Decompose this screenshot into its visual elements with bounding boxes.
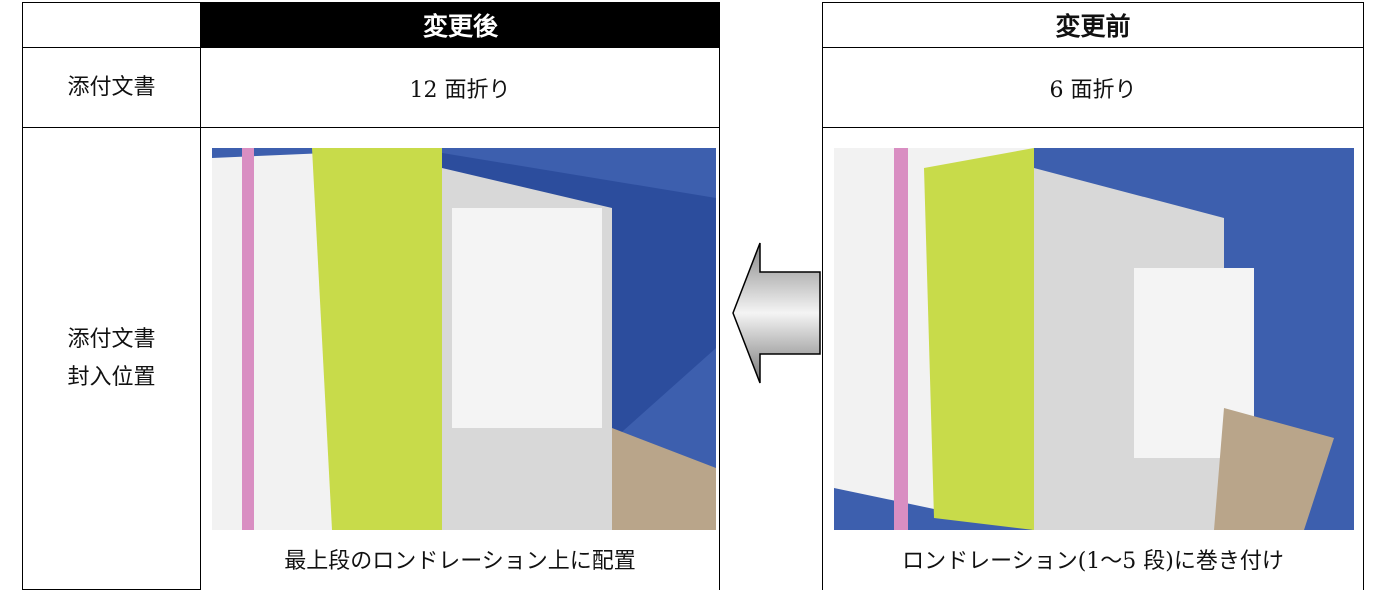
cell-after — [200, 128, 720, 590]
cell-after: 12 面折り — [200, 48, 720, 128]
column-border — [822, 2, 1364, 590]
photo-before — [834, 148, 1354, 530]
photo-after — [212, 148, 716, 530]
label-line: 添付文書 — [67, 74, 156, 100]
caption-after: 最上段のロンドレーション上に配置 — [284, 549, 636, 574]
label-line: 添付文書 — [67, 326, 156, 352]
header-after: 変更後 — [200, 2, 720, 48]
header-before: 変更前 — [822, 2, 1364, 48]
label-line: 封入位置 — [67, 364, 156, 390]
row-label: 添付文書 — [22, 48, 200, 128]
corner-cell — [22, 2, 200, 48]
caption-before: ロンドレーション(1～5 段)に巻き付け — [902, 549, 1284, 574]
arrow-left — [732, 242, 821, 384]
row-label: 添付文書 封入位置 — [22, 128, 200, 590]
